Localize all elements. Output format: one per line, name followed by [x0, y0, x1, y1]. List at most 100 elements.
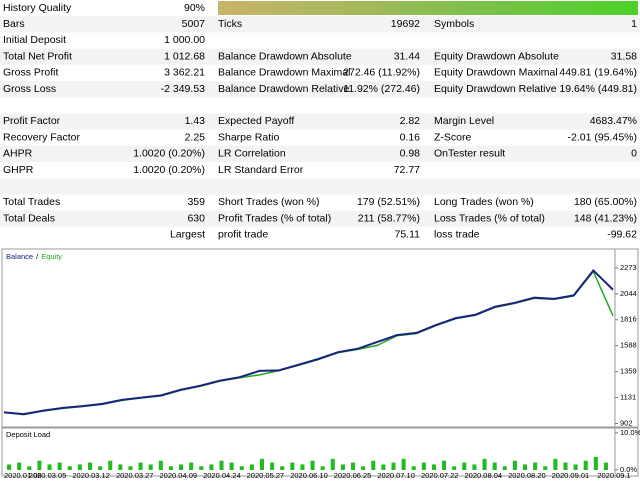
- bar: [300, 464, 305, 470]
- row-band: [0, 16, 640, 33]
- stat-label: Profit Trades (% of total): [218, 212, 331, 224]
- x-tick-label: 2020.06.25: [334, 471, 372, 480]
- stat-label: History Quality: [3, 2, 72, 14]
- stat-value: -99.62: [607, 229, 637, 241]
- stat-label: Equity Drawdown Absolute: [434, 50, 559, 62]
- stat-value: Largest: [170, 229, 205, 241]
- stat-value: 2.82: [400, 115, 421, 127]
- y-tick-label: 1588: [620, 341, 637, 350]
- row-band: [0, 178, 640, 195]
- bar: [189, 462, 194, 470]
- x-tick-label: 2020.06.10: [290, 471, 328, 480]
- stat-value: 31.58: [611, 50, 637, 62]
- stat-label: Gross Loss: [3, 83, 56, 95]
- bar: [37, 460, 42, 470]
- bar: [482, 458, 487, 470]
- bar: [98, 466, 103, 470]
- row-band: [0, 48, 640, 65]
- stat-value: 359: [187, 196, 205, 208]
- stat-label: Symbols: [434, 18, 474, 30]
- stat-label: Margin Level: [434, 115, 494, 127]
- y-tick-label: 0.0%: [620, 465, 637, 474]
- row-band: [0, 210, 640, 227]
- x-tick-label: 2020.04.24: [203, 471, 241, 480]
- bar: [229, 462, 234, 470]
- stat-value: 31.44: [394, 50, 420, 62]
- x-tick-label: 2020.09.01: [552, 471, 590, 480]
- stat-value: 1.43: [185, 115, 206, 127]
- stat-value: 630: [187, 212, 205, 224]
- bar: [533, 462, 538, 470]
- bar: [209, 464, 214, 470]
- stat-value: 1.0020 (0.20%): [133, 164, 205, 176]
- stat-label: LR Correlation: [218, 148, 286, 160]
- stat-label: LR Standard Error: [218, 164, 304, 176]
- stat-value: 1 000.00: [164, 34, 205, 46]
- bar: [17, 462, 22, 470]
- bar: [330, 458, 335, 470]
- stat-value: 0.16: [400, 131, 421, 143]
- stat-label: Bars: [3, 18, 25, 30]
- bar: [118, 464, 123, 470]
- stat-value: 90%: [184, 2, 205, 14]
- bar: [452, 466, 457, 470]
- legend: Balance / Equity: [6, 252, 62, 261]
- bar: [351, 462, 356, 470]
- load-chart-frame: [1, 427, 639, 477]
- bar: [573, 464, 578, 470]
- stat-value: 19.64% (449.81): [559, 83, 637, 95]
- bar: [340, 464, 345, 470]
- bar: [239, 466, 244, 470]
- bar: [199, 466, 204, 470]
- bar: [361, 466, 366, 470]
- stat-label: Initial Deposit: [3, 34, 66, 46]
- x-tick-label: 2020.04.09: [160, 471, 198, 480]
- stat-value: 2.25: [185, 131, 206, 143]
- stat-value: 211 (58.77%): [358, 212, 420, 224]
- stat-label: Sharpe Ratio: [218, 131, 279, 143]
- y-tick-label: 1816: [620, 315, 637, 324]
- stat-label: Recovery Factor: [3, 131, 81, 143]
- stat-value: 272.46 (11.92%): [343, 67, 420, 79]
- bar: [472, 464, 477, 470]
- stat-label: OnTester result: [434, 148, 505, 160]
- x-tick-label: 2020.03.12: [72, 471, 110, 480]
- bar: [431, 464, 436, 470]
- bar: [371, 460, 376, 470]
- stat-label: Short Trades (won %): [218, 196, 320, 208]
- bar: [108, 460, 113, 470]
- bar: [280, 466, 285, 470]
- bar: [67, 466, 72, 470]
- bar: [219, 460, 224, 470]
- y-tick-label: 902: [620, 418, 633, 427]
- bar: [138, 462, 143, 470]
- bar: [462, 462, 467, 470]
- row-band: [0, 81, 640, 98]
- bar: [391, 462, 396, 470]
- stat-value: 4683.47%: [590, 115, 637, 127]
- x-tick-label: 2020.08.04: [465, 471, 503, 480]
- stat-value: 11.92% (272.46): [343, 83, 420, 95]
- balance-chart-frame: [1, 248, 639, 428]
- bar: [563, 462, 568, 470]
- stat-value: 5007: [182, 18, 206, 30]
- x-tick-label: 2020.05.27: [247, 471, 285, 480]
- x-tick-label: 2020.01.06: [4, 471, 42, 480]
- bar: [310, 460, 315, 470]
- x-tick-label: 2020.07.10: [377, 471, 415, 480]
- bar: [320, 466, 325, 470]
- chart-title: Deposit Load: [6, 430, 50, 439]
- bar: [270, 462, 275, 470]
- bar: [27, 466, 32, 470]
- bar: [381, 464, 386, 470]
- stat-label: Balance Drawdown Absolute: [218, 50, 352, 62]
- x-tick-label: 2020.03.05: [29, 471, 67, 480]
- bar: [411, 466, 416, 470]
- stat-label: Gross Profit: [3, 67, 59, 79]
- stat-label: AHPR: [3, 148, 33, 160]
- stat-value: 72.77: [394, 164, 420, 176]
- stat-value: 1.0020 (0.20%): [133, 148, 205, 160]
- bar: [553, 458, 558, 470]
- bar: [512, 460, 517, 470]
